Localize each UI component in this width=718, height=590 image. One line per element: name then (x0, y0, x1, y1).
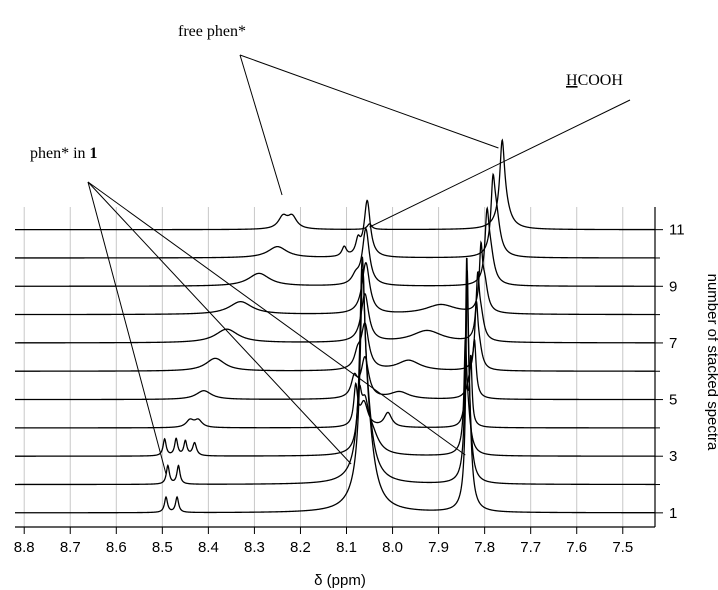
y-axis-title: number of stacked spectra (704, 274, 718, 451)
leader-phen-in-1-peak-a (87, 181, 167, 475)
vertical-grid-lines (23, 207, 624, 527)
leader-free-phen-to-broad-peak (239, 54, 283, 196)
spectrum-trace-11 (15, 138, 655, 231)
spectrum-trace-7 (15, 270, 655, 344)
spectrum-trace-1 (15, 268, 655, 514)
spectrum-trace-9 (15, 206, 655, 287)
plot-frame (15, 207, 656, 528)
leader-phen-in-1-peak-b (87, 181, 352, 465)
annotation-formic-rest: COOH (578, 72, 624, 89)
x-tick-label-8.5: 8.5 (152, 539, 173, 556)
annotation-compound-number: 1 (90, 145, 98, 162)
annotation-free-phen: free phen* (178, 23, 246, 40)
y-axis-ticks: 1 3 5 7 9 11 (655, 222, 685, 522)
x-tick-label-7.9: 7.9 (428, 539, 449, 556)
x-tick-label-8.2: 8.2 (290, 539, 311, 556)
x-tick-label-7.5: 7.5 (612, 539, 633, 556)
leader-formic-acid (369, 99, 631, 228)
spectrum-trace-3 (15, 337, 655, 457)
x-tick-label-8.7: 8.7 (60, 539, 81, 556)
spectrum-trace-10 (15, 172, 655, 259)
spectrum-trace-5 (15, 338, 655, 401)
y-tick-label-5: 5 (669, 392, 677, 409)
x-tick-label-8.3: 8.3 (244, 539, 265, 556)
x-tick-label-8.1: 8.1 (336, 539, 357, 556)
x-axis-ticks: 8.8 8.7 8.6 8.5 8.4 8.3 8.2 8.1 8.0 7.9 7.8 7.7 7.6 7… (14, 527, 633, 556)
y-tick-label-11: 11 (669, 222, 685, 239)
x-tick-label-7.6: 7.6 (566, 539, 587, 556)
spectrum-trace-8 (15, 240, 655, 316)
annotation-formic-acid: HCOOH (566, 72, 623, 89)
x-tick-label-7.8: 7.8 (474, 539, 495, 556)
spectra-traces (15, 138, 655, 514)
x-axis-title: δ (ppm) (314, 572, 366, 589)
y-tick-label-7: 7 (669, 335, 677, 352)
leader-phen-in-1-peak-c (87, 181, 466, 456)
y-tick-label-9: 9 (669, 278, 677, 295)
x-tick-label-7.7: 7.7 (520, 539, 541, 556)
annotations: free phen* HCOOH phen* in 1 (30, 23, 631, 475)
annotation-phen-in-1: phen* in 1 (30, 145, 98, 162)
y-tick-label-1: 1 (669, 505, 677, 522)
x-tick-label-8.0: 8.0 (382, 539, 403, 556)
x-tick-label-8.8: 8.8 (14, 539, 35, 556)
spectrum-trace-2 (15, 256, 655, 486)
y-tick-label-3: 3 (669, 448, 677, 465)
x-tick-label-8.6: 8.6 (106, 539, 127, 556)
x-tick-label-8.4: 8.4 (198, 539, 219, 556)
annotation-formic-underlined-h: H (566, 72, 578, 89)
spectrum-trace-4 (15, 354, 655, 429)
annotation-phen-text: phen* in (30, 145, 90, 162)
spectrum-trace-6 (15, 301, 655, 372)
leader-free-phen-to-sharp-peak (239, 54, 499, 149)
annotation-leader-lines (87, 54, 631, 475)
